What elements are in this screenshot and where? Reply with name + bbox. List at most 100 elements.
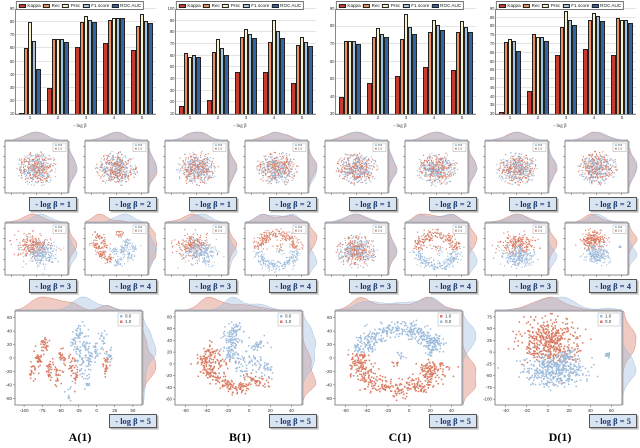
bar [83, 15, 89, 114]
bar [431, 19, 437, 114]
bar [568, 19, 573, 114]
legend-label: Kappa [347, 3, 361, 8]
y-axis-tick: 45 [489, 84, 495, 90]
bar [187, 56, 193, 114]
bar [239, 37, 244, 114]
bar-group: 4 [423, 9, 445, 120]
bar [455, 31, 460, 114]
bar [356, 44, 361, 114]
legend-label: F1 score [251, 3, 270, 8]
tsne-scatter-canvas [401, 213, 479, 279]
beta-label-box: - log β = 1 [29, 197, 77, 211]
bar [192, 54, 197, 114]
y-axis-tick: 70 [169, 40, 175, 46]
bar-group: 3 [75, 9, 97, 120]
jointplot-pair: - log β = 1 - log β = 2 [0, 131, 160, 212]
bar-plot-area: 30 40 50 60 70 80 90 1 2 3 4 5 [330, 6, 476, 120]
legend-swatch [271, 3, 279, 8]
tsne-scatter-canvas [161, 213, 239, 279]
y-axis-tick: 90 [169, 17, 175, 23]
bar [235, 72, 240, 114]
tsne-scatter-canvas [321, 213, 399, 279]
y-axis-tick: 70 [329, 40, 335, 46]
legend-item: Kappa [498, 3, 521, 8]
jointplot-panel: - log β = 5 [320, 296, 480, 430]
legend-label: Rec [211, 3, 220, 8]
caption-row: A(1) B(1) C(1) D(1) [0, 430, 640, 448]
jointplot-row-beta-1-2: - log β = 1- log β = 2- log β = 1- log β… [0, 131, 640, 212]
bar-group: 5 [291, 9, 313, 120]
bar [375, 28, 381, 114]
legend-item: F1 score [402, 3, 429, 8]
legend-label: F1 score [91, 3, 110, 8]
bar-chart-row: Kappa Rec Prec F1 score ROC AUC 10 20 30 40 50 60 7… [0, 0, 640, 130]
y-axis-tick: 50 [329, 75, 335, 81]
bar-plot-area: 10 20 30 40 50 60 70 80 90 1 2 3 4 5 [10, 6, 156, 120]
bar [64, 41, 69, 114]
bar [23, 48, 28, 114]
beta-label-box: - log β = 2 [589, 197, 637, 211]
y-axis-tick: 30 [489, 110, 495, 116]
bar-chart-c: Kappa Rec Prec F1 score ROC AUC 30 40 50 60 70 80 9… [320, 0, 480, 130]
bar-chart-legend: Kappa Rec Prec F1 score ROC AUC [175, 1, 305, 10]
bar [563, 10, 569, 114]
bar [144, 20, 149, 114]
tsne-scatter-canvas [481, 131, 559, 197]
jointplot-panel: - log β = 2 [401, 131, 479, 212]
bar [347, 40, 353, 114]
y-axis-tick: 10 [169, 110, 175, 116]
legend-swatch [363, 3, 371, 8]
x-axis-tick: 3 [244, 115, 248, 120]
bar-group: 4 [263, 9, 285, 120]
jointplot-pair: - log β = 3 - log β = 4 [160, 213, 320, 295]
beta-label-box: - log β = 4 [269, 279, 317, 293]
bar [624, 19, 629, 114]
legend-label: Rec [531, 3, 540, 8]
legend-swatch [82, 3, 90, 8]
beta-label-box: - log β = 4 [589, 279, 637, 293]
bar [211, 52, 216, 114]
panel-caption-b: B(1) [229, 430, 251, 444]
tsne-scatter-canvas [2, 296, 158, 414]
bar-group: 2 [527, 9, 549, 120]
bar [412, 33, 417, 114]
tsne-scatter-canvas [561, 213, 639, 279]
bar [19, 112, 24, 114]
tsne-scatter-canvas [161, 131, 239, 197]
legend-item: Prec [62, 3, 80, 8]
bar-chart-a: Kappa Rec Prec F1 score ROC AUC 10 20 30 40 50 60 7… [0, 0, 160, 130]
legend-item: Rec [203, 3, 220, 8]
y-axis-tick: 75 [489, 32, 495, 38]
legend-label: ROC AUC [600, 3, 622, 8]
jointplot-panel: - log β = 1 [1, 131, 79, 212]
beta-label-box: - log β = 2 [429, 197, 477, 211]
beta-label-box: - log β = 5 [589, 414, 637, 428]
y-axis-tick: 35 [489, 102, 495, 108]
y-axis-tick: 70 [489, 40, 495, 46]
bar-group: 4 [583, 9, 605, 120]
x-axis-tick: 5 [140, 115, 144, 120]
legend-item: Prec [222, 3, 240, 8]
legend-item: ROC AUC [591, 3, 622, 8]
bar [304, 41, 309, 114]
legend-label: Prec [550, 3, 561, 8]
bar-groups: 1 2 3 4 5 [496, 9, 636, 120]
bar-chart-legend: Kappa Rec Prec F1 score ROC AUC [495, 1, 625, 10]
bar [600, 21, 605, 114]
legend-swatch [542, 3, 550, 8]
bar-group: 2 [367, 9, 389, 120]
bar-group: 2 [207, 9, 229, 120]
tsne-scatter-canvas [1, 213, 79, 279]
y-axis-tick: 40 [169, 75, 175, 81]
bar [384, 37, 389, 114]
jointplot-panel: - log β = 4 [561, 213, 639, 294]
panel-caption-c: C(1) [388, 430, 412, 444]
bar [587, 19, 592, 114]
tsne-scatter-canvas [81, 131, 159, 197]
legend-label: ROC AUC [440, 3, 462, 8]
legend-item: ROC AUC [271, 3, 301, 8]
bar [120, 18, 125, 114]
y-axis-tick: 10 [9, 110, 15, 116]
bar [544, 40, 549, 114]
bar [75, 47, 80, 114]
